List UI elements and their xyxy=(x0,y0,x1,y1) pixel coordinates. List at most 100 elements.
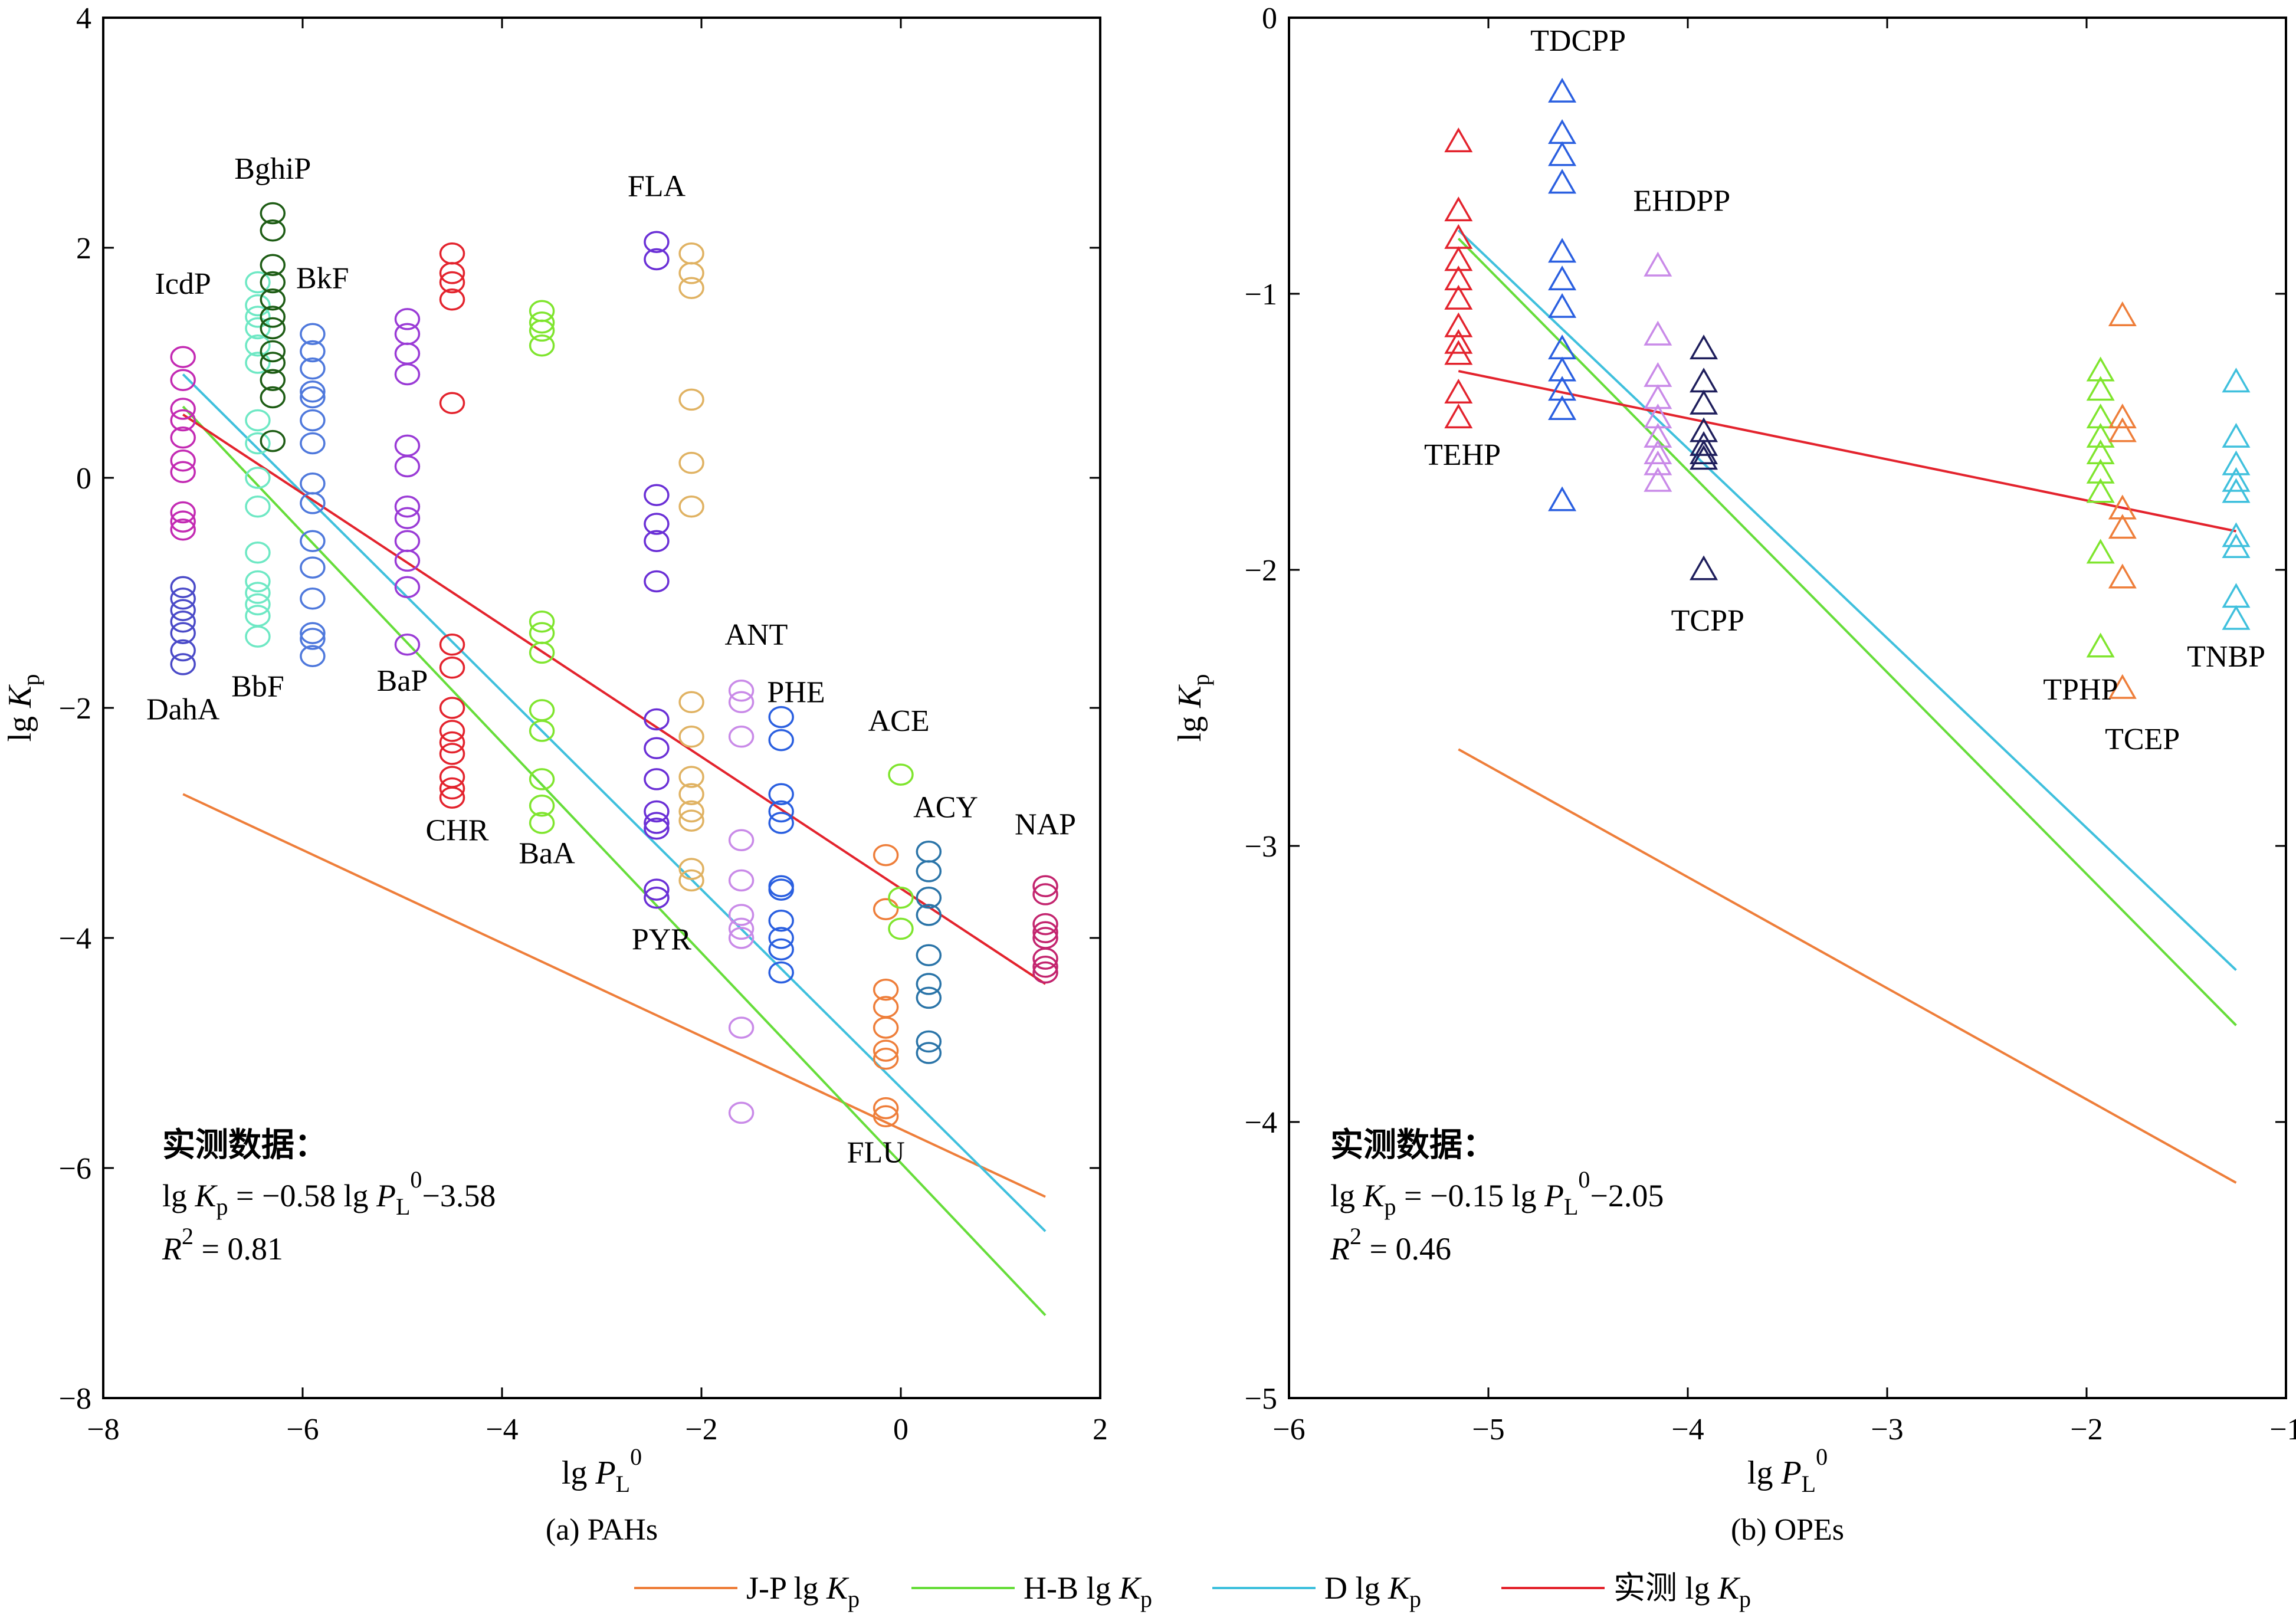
data-point xyxy=(728,1101,755,1124)
data-point xyxy=(644,768,670,790)
data-point xyxy=(170,369,196,391)
x-tick-label: 2 xyxy=(1093,1413,1108,1446)
series-label: TCPP xyxy=(1671,604,1744,638)
y-tick-label: −5 xyxy=(1245,1382,1277,1416)
data-point xyxy=(768,927,794,949)
data-point xyxy=(644,530,670,552)
data-point xyxy=(2222,605,2251,630)
y-tick-label: −1 xyxy=(1245,278,1277,311)
data-point xyxy=(1548,486,1577,511)
data-point xyxy=(170,599,196,621)
data-point xyxy=(1644,320,1672,346)
panel-a-caption: (a) PAHs xyxy=(546,1513,658,1547)
data-point xyxy=(916,887,942,909)
data-point xyxy=(644,484,670,506)
data-point xyxy=(644,570,670,593)
series-label: TCEP xyxy=(2105,723,2180,756)
data-point xyxy=(394,549,421,572)
data-point xyxy=(873,1097,899,1120)
data-point xyxy=(300,432,326,455)
data-point xyxy=(2108,563,2137,589)
data-point xyxy=(394,507,421,529)
y-tick-label: −8 xyxy=(59,1382,91,1416)
y-tick-label: −4 xyxy=(59,922,91,956)
data-point xyxy=(644,800,670,823)
data-point xyxy=(644,818,670,840)
data-point xyxy=(260,429,286,452)
data-point xyxy=(439,262,465,284)
panel-b-axes: −6 −5 −4 −3 −2 −1−5−4−3−2−10 xyxy=(1245,2,2296,1446)
data-point xyxy=(170,346,196,368)
x-tick-label: 0 xyxy=(893,1413,908,1446)
legend: J-P lg Kp H-B lg Kp D lg Kp 实测 lg Kp xyxy=(634,1570,1751,1612)
data-point xyxy=(1444,312,1473,337)
data-point xyxy=(916,841,942,863)
data-point xyxy=(394,530,421,552)
data-point xyxy=(1548,334,1577,360)
data-point xyxy=(1548,376,1577,401)
data-point xyxy=(260,317,286,340)
data-point xyxy=(1548,77,1577,103)
data-point xyxy=(1644,251,1672,277)
data-point xyxy=(245,432,271,455)
data-point xyxy=(678,858,704,880)
panel-a-data-points xyxy=(170,202,1058,1127)
x-tick-label: −2 xyxy=(2070,1413,2103,1446)
data-point xyxy=(2222,467,2251,492)
data-point xyxy=(1548,395,1577,421)
data-point xyxy=(1690,431,1718,456)
legend-label: 实测 lg Kp xyxy=(1613,1570,1751,1612)
data-point xyxy=(768,783,794,805)
series-label: ANT xyxy=(725,618,788,652)
data-point xyxy=(529,319,555,342)
data-point xyxy=(2108,301,2137,326)
data-point xyxy=(1644,403,1672,429)
data-point xyxy=(170,510,196,533)
series-label: PHE xyxy=(767,675,825,709)
data-point xyxy=(1032,913,1058,936)
y-tick-label: 4 xyxy=(76,2,91,35)
data-point xyxy=(2086,458,2115,484)
data-point xyxy=(1690,555,1718,580)
data-point xyxy=(260,369,286,391)
data-point xyxy=(439,288,465,311)
y-tick-label: −6 xyxy=(59,1152,91,1186)
series-label: TDCPP xyxy=(1530,24,1626,58)
fit-line xyxy=(182,373,1047,1232)
data-point xyxy=(873,1048,899,1070)
data-point xyxy=(768,729,794,752)
panel-a-axes: −8 −6 −4 −2 0 2 −8 −6 −4 −2 0 2 4 xyxy=(59,2,1108,1446)
data-point xyxy=(678,691,704,713)
data-point xyxy=(888,887,914,909)
data-point xyxy=(1690,368,1718,393)
panel-b-opes: −6 −5 −4 −3 −2 −1−5−4−3−2−10 TEHPTDCPPEHDPPTC… xyxy=(1172,2,2296,1547)
x-tick-label: −2 xyxy=(685,1413,717,1446)
data-point xyxy=(644,878,670,901)
data-point xyxy=(1032,883,1058,905)
panel-a-ylabel: lg Kp xyxy=(2,674,44,742)
data-point xyxy=(2108,514,2137,539)
series-label: TPHP xyxy=(2043,673,2118,707)
series-label: BbF xyxy=(231,670,284,704)
x-tick-label: −4 xyxy=(1671,1413,1704,1446)
data-point xyxy=(916,986,942,1009)
data-point xyxy=(2222,583,2251,608)
series-label: PYR xyxy=(632,923,691,957)
data-point xyxy=(300,556,326,579)
data-point xyxy=(1548,141,1577,166)
data-point xyxy=(1032,956,1058,978)
fit-line xyxy=(1458,748,2237,1184)
data-point xyxy=(1690,445,1718,470)
data-point xyxy=(1548,119,1577,145)
data-point xyxy=(529,311,555,334)
panel-b-ylabel: lg Kp xyxy=(1172,674,1214,742)
data-point xyxy=(873,1039,899,1062)
x-tick-label: −6 xyxy=(286,1413,319,1446)
y-tick-label: −2 xyxy=(1245,554,1277,588)
data-point xyxy=(300,386,326,409)
data-point xyxy=(245,306,271,328)
data-point xyxy=(245,496,271,518)
data-point xyxy=(1644,362,1672,387)
data-point xyxy=(2086,422,2115,448)
data-point xyxy=(529,641,555,664)
